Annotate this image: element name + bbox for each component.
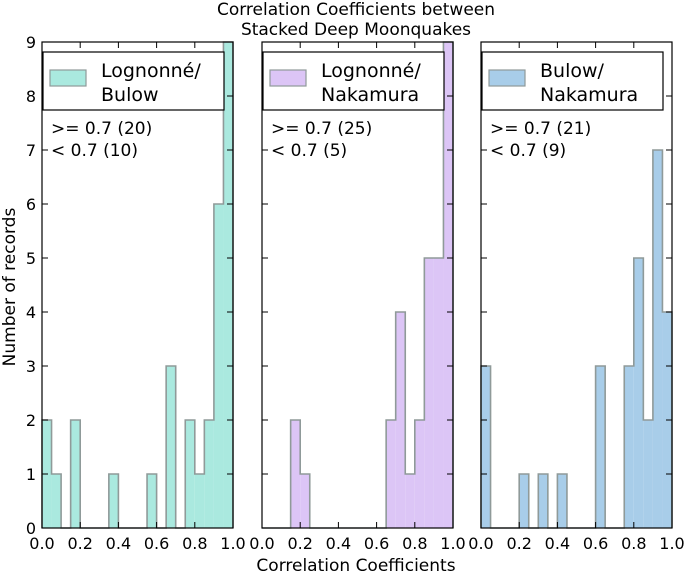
histogram-bar [223,42,233,528]
histogram-bar [213,204,224,528]
histogram-bar [643,420,653,528]
histogram-bar [557,474,567,528]
x-tick-label: 0.0 [249,534,274,553]
annotation-low-count: < 0.7 (5) [271,141,347,161]
x-tick-label: 0.2 [506,534,531,553]
histogram-bars [290,42,453,528]
legend-label-line1: Bulow/ [540,60,605,82]
histogram-bar [633,258,644,528]
y-axis-label: Number of records [0,208,20,367]
y-tick-label: 5 [26,249,36,268]
annotation-high-count: >= 0.7 (25) [271,119,372,139]
legend-label-line1: Lognonné/ [321,60,421,82]
legend-label-line2: Bulow [101,84,159,106]
histogram-panel: 0.0 0.2 0.4 0.6 0.8 1.0 Lognonné/Nakamura >= 0.… [249,41,466,553]
legend-swatch [488,69,526,87]
histogram-bar [481,366,491,528]
legend: Lognonné/Nakamura [262,51,445,111]
annotation-low-count: < 0.7 (10) [51,141,138,161]
x-tick-label: 0.4 [106,534,131,553]
histogram-bar [166,366,176,528]
legend: Lognonné/Bulow [42,51,225,111]
histogram-bar [405,474,415,528]
axes-frame [261,41,454,529]
legend-swatch [49,69,87,87]
histogram-bar [433,258,444,528]
x-tick-label: 0.6 [144,534,169,553]
histogram-bar [624,366,634,528]
panels: 0.0 0.2 0.4 0.6 0.8 1.0 0 1 2 3 4 5 6 7 8 9 Lognonné/Bul… [26,33,685,553]
legend: Bulow/Nakamura [481,51,664,111]
histogram-bar [108,474,119,528]
annotation-high-count: >= 0.7 (21) [490,119,591,139]
y-tick-label: 3 [26,357,36,376]
figure-title-line2: Stacked Deep Moonquakes [241,20,471,40]
y-tick-label: 4 [26,303,36,322]
annotation-low-count: < 0.7 (9) [490,141,566,161]
legend-label-line2: Nakamura [321,84,419,106]
x-tick-label: 0.4 [326,534,351,553]
legend-label-line2: Nakamura [540,84,638,106]
annotation-high-count: >= 0.7 (20) [51,119,152,139]
x-tick-label: 1.0 [220,534,245,553]
x-tick-label: 0.4 [545,534,570,553]
x-tick-label: 1.0 [440,534,465,553]
histogram-bar [204,420,214,528]
histogram-bar [147,474,157,528]
y-tick-label: 1 [26,465,36,484]
x-tick-label: 0.8 [621,534,646,553]
x-tick-label: 0.2 [67,534,92,553]
x-tick-label: 1.0 [659,534,684,553]
x-tick-label: 0.8 [182,534,207,553]
x-tick-label: 0.0 [468,534,493,553]
histogram-bar [652,150,663,528]
y-tick-label: 2 [26,411,36,430]
legend-label-line1: Lognonné/ [101,60,201,82]
histogram-bar [443,42,453,528]
histogram-panel: 0.0 0.2 0.4 0.6 0.8 1.0 0 1 2 3 4 5 6 7 8 9 Lognonné/Bul… [26,33,246,553]
axes-frame [41,41,234,529]
histogram-bar [51,474,62,528]
y-tick-label: 6 [26,195,36,214]
histogram-bar [300,474,310,528]
histogram-bar [519,474,529,528]
legend-swatch [269,69,307,87]
x-tick-label: 0.6 [583,534,608,553]
histogram-outline [41,41,234,529]
x-tick-label: 0.6 [364,534,389,553]
x-tick-label: 0.2 [287,534,312,553]
axes-frame [480,41,673,529]
histogram-bar [395,312,406,528]
histogram-bar [538,474,548,528]
histogram-panel: 0.0 0.2 0.4 0.6 0.8 1.0 Bulow/Nakamura >= 0.7 (… [468,41,685,553]
y-tick-label: 7 [26,141,36,160]
histogram-bar [70,420,81,528]
y-tick-label: 0 [26,519,36,538]
histogram-bar [290,420,301,528]
x-tick-label: 0.0 [29,534,54,553]
histogram-bar [424,258,434,528]
figure-title-line1: Correlation Coefficients between [217,0,495,20]
histogram-bar [194,474,205,528]
histogram-bar [595,366,606,528]
histogram-bar [185,420,195,528]
histogram-bar [414,420,425,528]
y-tick-label: 8 [26,87,36,106]
x-tick-label: 0.8 [402,534,427,553]
x-axis-label: Correlation Coefficients [256,556,455,573]
y-tick-label: 9 [26,33,36,52]
histogram-bar [386,420,396,528]
